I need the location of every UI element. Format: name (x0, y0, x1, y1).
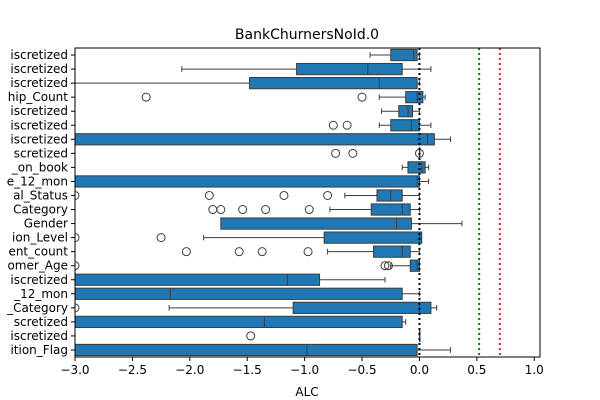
y-tick-label: e_12_mon (7, 174, 68, 188)
y-tick-label: iscretized (10, 132, 68, 146)
outlier-point (331, 148, 341, 158)
y-tick-label: iscretized (10, 273, 68, 287)
y-tick-label: ion_Level (12, 231, 68, 245)
outlier-point (238, 205, 248, 215)
x-tick-label: 0.5 (467, 363, 486, 377)
x-tick-label: −0.5 (347, 363, 376, 377)
x-tick-label: −2.5 (118, 363, 147, 377)
y-tick-label: _on_book (11, 160, 68, 174)
plot-contents (75, 48, 501, 357)
box-21 (75, 343, 418, 357)
axes-frame (74, 47, 541, 358)
box-16 (75, 273, 321, 286)
y-tick-label: iscretized (10, 118, 68, 132)
box-19 (75, 315, 403, 329)
x-tick-label: 0.0 (410, 363, 429, 377)
x-tick-label: −3.0 (60, 363, 89, 377)
box-12 (220, 217, 412, 230)
outlier-point (357, 92, 367, 102)
y-tick-label: iscretized (10, 329, 68, 343)
outlier-point (383, 261, 393, 271)
outlier-point (257, 247, 267, 257)
outlier-point (323, 190, 333, 200)
outlier-point (279, 190, 289, 200)
box-0 (390, 48, 418, 62)
outlier-point (216, 205, 226, 215)
outlier-point (75, 233, 80, 243)
outlier-point (246, 331, 256, 341)
box-13 (323, 231, 423, 244)
x-axis-label: ALC (295, 385, 318, 399)
y-tick-label: hip_Count (8, 90, 68, 104)
box-1 (296, 62, 403, 76)
box-14 (373, 245, 411, 258)
y-tick-label: omer_Age (7, 259, 68, 273)
box-2 (249, 76, 418, 90)
box-18 (292, 301, 432, 314)
box-9 (75, 175, 420, 188)
outlier-point (380, 261, 390, 271)
y-tick-label: al_Status (13, 188, 68, 202)
box-6 (75, 133, 435, 146)
y-tick-label: _12_mon (13, 287, 68, 301)
y-tick-label: Category (13, 203, 68, 217)
outlier-point (234, 247, 244, 257)
x-tick-label: 1.0 (525, 363, 544, 377)
x-tick-label: −1.0 (290, 363, 319, 377)
outlier-point (141, 92, 151, 102)
x-tick-label: −2.0 (175, 363, 204, 377)
box-5 (390, 119, 420, 132)
x-tick-label: −1.5 (233, 363, 262, 377)
box-10 (376, 189, 403, 202)
y-tick-label: ition_Flag (10, 343, 68, 357)
outlier-point (156, 233, 166, 243)
outlier-point (75, 303, 80, 313)
plot-area: −3.0 −2.5 −2.0 −1.5 −1.0 −0.5 0.0 0.5 1.0 iscreti… (6, 47, 544, 377)
box-15 (409, 259, 420, 272)
y-tick-label: iscretized (10, 48, 68, 62)
box-8 (407, 161, 426, 174)
outlier-point (328, 120, 338, 130)
outlier-point (75, 261, 80, 271)
outlier-point (204, 190, 214, 200)
box-11 (370, 203, 411, 216)
y-tick-label: scretized (14, 146, 68, 160)
outlier-point (342, 120, 352, 130)
box-17 (75, 287, 403, 300)
outlier-point (181, 247, 191, 257)
y-tick-label: iscretized (10, 76, 68, 90)
outlier-point (261, 205, 271, 215)
box-4 (398, 105, 414, 118)
outlier-point (304, 205, 314, 215)
y-tick-label: _Category (6, 301, 68, 315)
outlier-point (208, 205, 218, 215)
y-tick-label: Gender (24, 217, 68, 231)
y-tick-label: ent_count (8, 245, 68, 259)
outlier-point (303, 247, 313, 257)
y-tick-label: scretized (14, 315, 68, 329)
chart-title: BankChurnersNoId.0 (235, 27, 379, 43)
y-tick-label: iscretized (10, 104, 68, 118)
outlier-point (75, 190, 80, 200)
outlier-point (348, 148, 358, 158)
y-tick-label: iscretized (10, 62, 68, 76)
box-3 (405, 91, 424, 104)
